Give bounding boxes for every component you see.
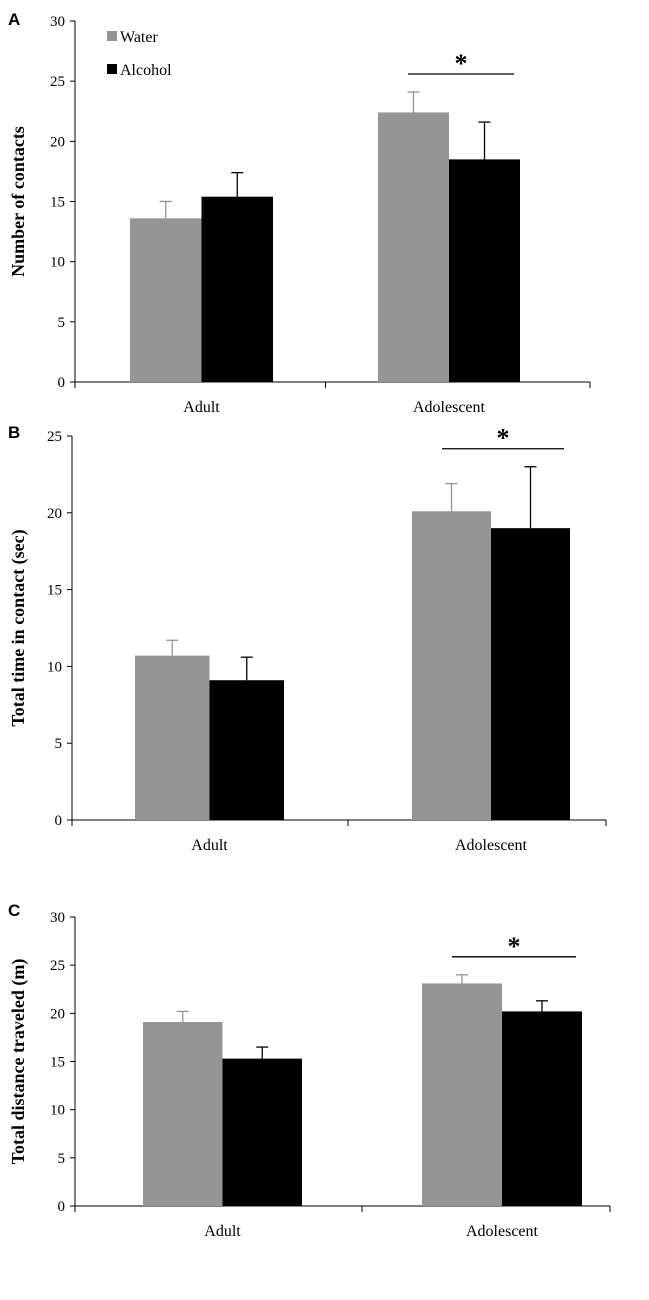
y-tick-label: 0 bbox=[58, 375, 66, 391]
y-tick-label: 15 bbox=[50, 1055, 65, 1071]
bar-water-adult bbox=[130, 218, 202, 382]
y-tick-label: 5 bbox=[58, 315, 66, 331]
bar-alcohol-adolescent bbox=[502, 1011, 582, 1206]
panel-letter: A bbox=[8, 10, 20, 29]
x-category-label: Adult bbox=[191, 837, 228, 854]
y-tick-label: 15 bbox=[47, 583, 62, 599]
y-tick-label: 25 bbox=[47, 429, 62, 445]
panel-letter: B bbox=[8, 423, 20, 442]
y-tick-label: 20 bbox=[47, 506, 62, 522]
y-tick-label: 0 bbox=[58, 1199, 66, 1215]
y-tick-label: 10 bbox=[50, 1103, 65, 1119]
bar-water-adult bbox=[135, 655, 210, 820]
chart-panel-c: C 0 5 10 15 20 25 30 Total distance traveled (m)… bbox=[8, 901, 611, 1240]
significance-star: * bbox=[497, 424, 510, 453]
bar-alcohol-adult bbox=[201, 196, 273, 382]
bar-alcohol-adolescent bbox=[449, 159, 520, 382]
y-tick-label: 5 bbox=[55, 736, 63, 752]
y-tick-label: 25 bbox=[50, 74, 65, 90]
legend-swatch-alcohol bbox=[107, 64, 117, 74]
bar-alcohol-adolescent bbox=[491, 528, 570, 820]
y-tick-label: 15 bbox=[50, 195, 65, 211]
panels: A 0 5 10 15 20 25 30 Number of contacts Adult Adol… bbox=[8, 10, 611, 1240]
y-tick-label: 30 bbox=[50, 910, 65, 926]
y-tick-label: 5 bbox=[58, 1151, 66, 1167]
y-axis-label: Number of contacts bbox=[8, 126, 28, 277]
y-tick-label: 10 bbox=[47, 659, 62, 675]
y-axis-label: Total distance traveled (m) bbox=[8, 959, 29, 1165]
bar-water-adolescent bbox=[422, 983, 502, 1206]
x-category-label: Adolescent bbox=[466, 1223, 539, 1240]
bar-water-adolescent bbox=[412, 511, 491, 820]
bar-alcohol-adult bbox=[222, 1058, 302, 1206]
panel-letter: C bbox=[8, 901, 20, 920]
bar-water-adult bbox=[143, 1022, 223, 1206]
significance-star: * bbox=[508, 932, 521, 961]
chart-panel-b: B 0 5 10 15 20 25 Total time in contact (sec) Ad… bbox=[8, 423, 607, 854]
x-category-label: Adolescent bbox=[455, 837, 528, 854]
y-tick-label: 0 bbox=[55, 813, 63, 829]
bar-alcohol-adult bbox=[209, 680, 284, 820]
significance-star: * bbox=[455, 49, 468, 78]
x-category-label: Adult bbox=[204, 1223, 241, 1240]
legend: Water Alcohol bbox=[107, 29, 172, 79]
chart-panel-a: A 0 5 10 15 20 25 30 Number of contacts Adult Adol… bbox=[8, 10, 591, 416]
bar-water-adolescent bbox=[378, 112, 449, 382]
y-tick-label: 10 bbox=[50, 255, 65, 271]
legend-label: Water bbox=[120, 29, 158, 46]
x-category-label: Adolescent bbox=[413, 399, 486, 416]
x-category-label: Adult bbox=[183, 399, 220, 416]
legend-swatch-water bbox=[107, 31, 117, 41]
y-tick-label: 30 bbox=[50, 14, 65, 30]
y-axis-label: Total time in contact (sec) bbox=[8, 529, 29, 726]
y-tick-label: 25 bbox=[50, 958, 65, 974]
legend-label: Alcohol bbox=[120, 62, 172, 79]
y-tick-label: 20 bbox=[50, 1006, 65, 1022]
y-tick-label: 20 bbox=[50, 134, 65, 150]
